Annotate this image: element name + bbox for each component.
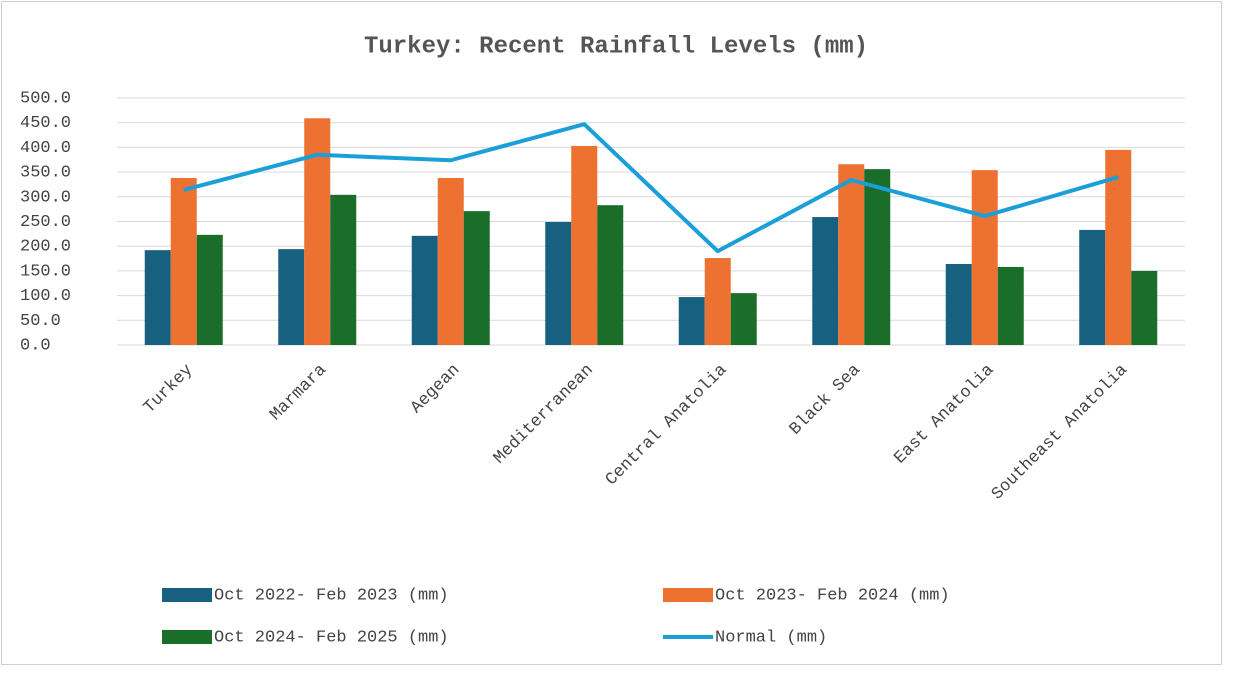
y-tick-label: 50.0	[20, 312, 61, 331]
bar	[971, 170, 998, 345]
bar	[1105, 149, 1132, 345]
bar	[997, 266, 1024, 345]
legend-swatch	[162, 630, 212, 644]
legend-label: Oct 2022- Feb 2023 (mm)	[214, 586, 449, 605]
bar	[812, 217, 839, 345]
bar	[704, 258, 731, 345]
bar	[945, 263, 972, 345]
y-tick-label: 0.0	[20, 336, 51, 355]
y-tick-label: 100.0	[20, 287, 71, 306]
bar	[170, 178, 197, 345]
legend-swatch	[663, 588, 713, 602]
bar	[730, 293, 757, 345]
line-series	[183, 122, 1119, 254]
bar	[144, 250, 171, 345]
bar	[463, 211, 490, 345]
bar	[330, 194, 357, 345]
legend-swatch	[162, 588, 212, 602]
chart-title: Turkey: Recent Rainfall Levels (mm)	[364, 33, 868, 60]
bar	[437, 178, 464, 345]
bar	[838, 164, 865, 345]
y-tick-label: 250.0	[20, 213, 71, 232]
y-tick-label: 150.0	[20, 262, 71, 281]
bar	[571, 145, 598, 345]
y-tick-label: 300.0	[20, 188, 71, 207]
bar	[1131, 270, 1158, 345]
bar	[304, 118, 331, 345]
y-tick-label: 350.0	[20, 164, 71, 183]
bar	[411, 235, 438, 345]
bar	[678, 297, 705, 345]
y-tick-label: 400.0	[20, 139, 71, 158]
bar	[196, 234, 223, 345]
legend-label: Oct 2024- Feb 2025 (mm)	[214, 628, 449, 647]
y-tick-label: 200.0	[20, 238, 71, 257]
y-tick-label: 450.0	[20, 114, 71, 133]
legend-label: Oct 2023- Feb 2024 (mm)	[715, 586, 950, 605]
bar	[278, 249, 305, 345]
y-tick-label: 500.0	[20, 89, 71, 108]
bar	[1079, 229, 1106, 345]
legend-label: Normal (mm)	[715, 628, 827, 647]
bar	[597, 205, 624, 345]
bar	[545, 221, 572, 345]
bar	[864, 169, 891, 345]
